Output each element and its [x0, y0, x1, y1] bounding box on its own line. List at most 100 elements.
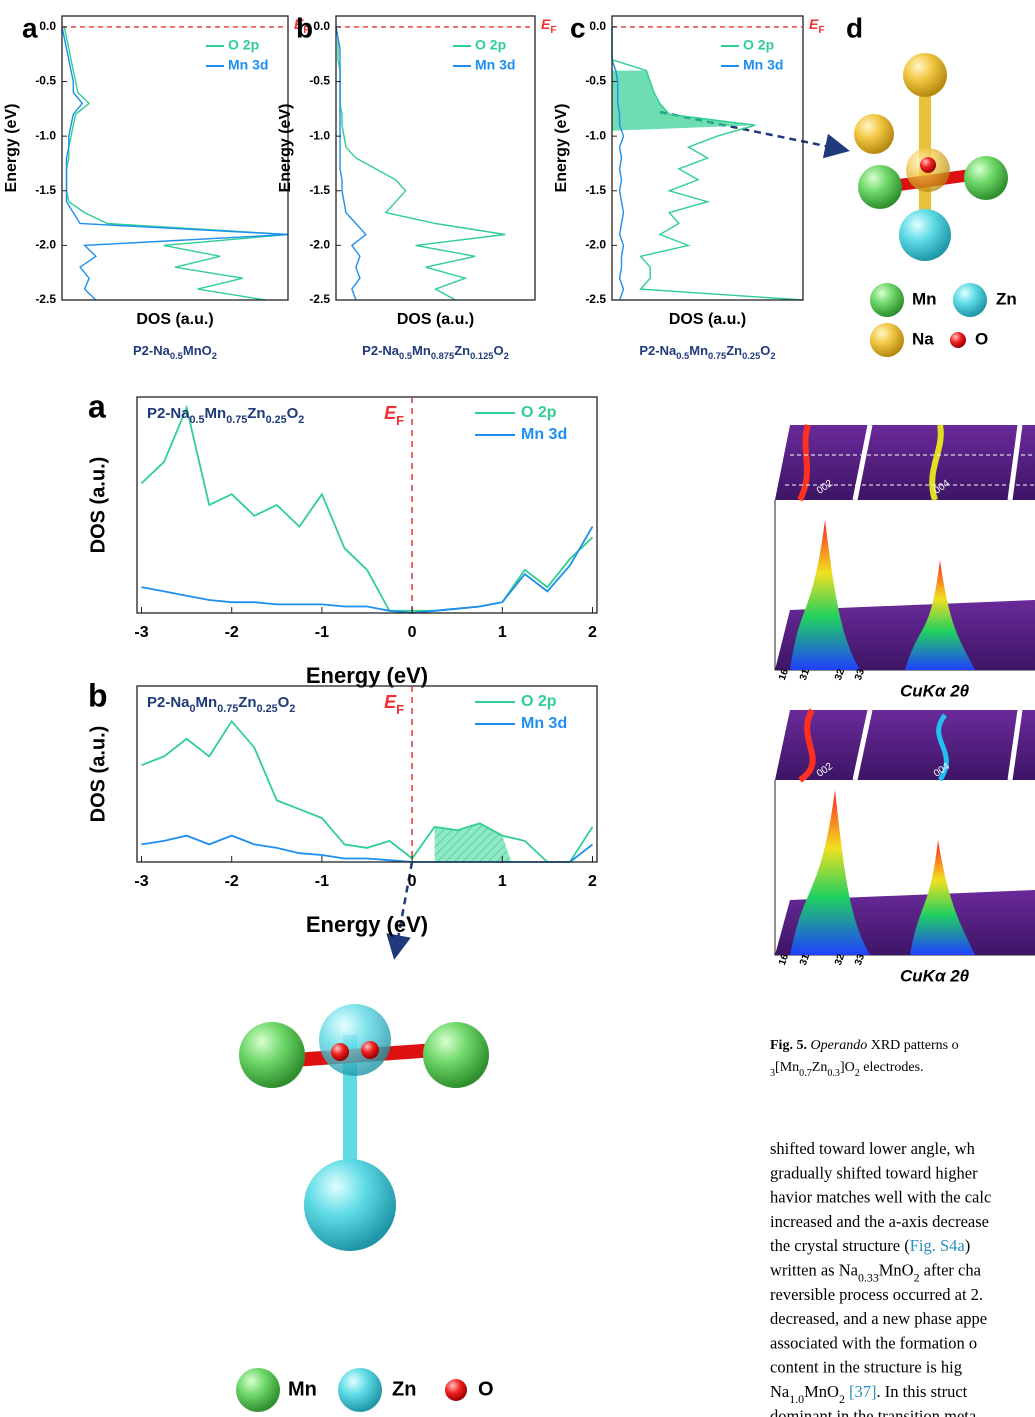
text-run: ) [965, 1236, 971, 1255]
panel-label: c [570, 12, 586, 43]
legend-label: Mn [912, 289, 937, 308]
body-line: Na1.0MnO2 [37]. In this struct [770, 1382, 968, 1406]
y-tick-label: -2.5 [35, 292, 56, 306]
axis-tick-label: 32 [833, 667, 847, 682]
text-run: F [303, 25, 309, 36]
text-run: 0.25 [742, 351, 760, 361]
x-tick-label: -2 [225, 624, 239, 641]
legend-label: Zn [392, 1378, 416, 1400]
text-run: Mn [196, 694, 218, 711]
x-tick-label: 0 [408, 624, 417, 641]
text-run: 0.25 [266, 414, 287, 426]
y-tick-label: -2.0 [585, 238, 606, 252]
text-run: 3 [770, 1068, 775, 1079]
text-run: 2 [298, 414, 304, 426]
caption-line: Fig. 5. Operando XRD patterns o [770, 1038, 959, 1053]
text-run: Operando [810, 1038, 867, 1053]
xrd-gap [1007, 424, 1023, 501]
fermi-label: EF [809, 16, 825, 36]
y-axis-label: Energy (eV) [553, 104, 570, 193]
text-run: Mn [412, 343, 431, 358]
panel-label: b [88, 677, 108, 713]
xrd-map [775, 710, 1035, 780]
xrd-gap [852, 709, 873, 781]
text-run: decreased, and a new phase appe [770, 1309, 987, 1328]
text-run: E [541, 16, 551, 32]
atom-mn [423, 1022, 489, 1088]
dos-line [611, 26, 625, 301]
text-run: E [384, 403, 397, 423]
text-run: E [384, 692, 397, 712]
fermi-label: EF [384, 403, 404, 428]
legend-label: Mn 3d [521, 426, 567, 443]
axis-tick-label: 31 [798, 952, 812, 967]
formula: P2-Na0.5Mn0.75Zn0.25O2 [639, 343, 775, 361]
text-run: Na [770, 1382, 790, 1401]
fermi-label: EF [294, 16, 310, 36]
legend-icon [950, 332, 966, 348]
text-run: reversible process occurred at 2. [770, 1285, 983, 1304]
body-line: havior matches well with the calc [770, 1187, 991, 1206]
text-run: O [287, 405, 299, 422]
xrd-peak [790, 790, 870, 955]
legend-label: O 2p [475, 37, 506, 53]
text-run: P2-Na [147, 694, 190, 711]
molecule-top-legend-icons [870, 283, 987, 357]
atom-o [920, 157, 936, 173]
body-line: reversible process occurred at 2. [770, 1285, 983, 1304]
x-tick-label: 1 [498, 873, 507, 890]
legend-label: O 2p [521, 693, 557, 710]
atom-na [854, 114, 894, 154]
fermi-label: EF [384, 692, 404, 717]
text-run: 0.5 [170, 351, 183, 361]
dos-line [61, 26, 289, 301]
text-run: 0 [190, 703, 196, 715]
xrd-map [775, 425, 1035, 500]
atom-zn [899, 209, 951, 261]
panel-label: b [296, 12, 313, 43]
text-run: associated with the formation o [770, 1333, 977, 1352]
text-run: electrodes. [860, 1060, 924, 1075]
text-run: 0.75 [226, 414, 247, 426]
text-run: F [550, 25, 556, 36]
text-run: dominant in the transition meta [770, 1406, 977, 1417]
text-run: P2-Na [147, 405, 190, 422]
axis-label: CuKα 2θ [900, 966, 970, 985]
text-run: increased and the a-axis decrease [770, 1212, 989, 1231]
text-run: O [760, 343, 770, 358]
body-line: written as Na0.33MnO2 after cha [770, 1260, 982, 1284]
legend-label: Mn [288, 1378, 317, 1400]
text-run: after cha [920, 1260, 982, 1279]
legend-label: Mn 3d [743, 57, 783, 73]
text-run: 0.33 [858, 1270, 879, 1284]
text-run: E [809, 16, 819, 32]
formula: P2-Na0Mn0.75Zn0.25O2 [147, 694, 295, 715]
x-tick-label: -1 [315, 624, 329, 641]
axis-tick-label: 33 [853, 952, 867, 967]
y-tick-label: -1.5 [309, 183, 330, 197]
y-tick-label: -1.5 [35, 183, 56, 197]
body-line: increased and the a-axis decrease [770, 1212, 989, 1231]
plot-frame [335, 15, 536, 301]
text-run: P2-Na [133, 343, 171, 358]
text-run: Zn [238, 694, 256, 711]
atom-mn [964, 156, 1008, 200]
text-run: 0.7 [799, 1068, 812, 1079]
y-axis-label: Energy (eV) [3, 104, 20, 193]
y-tick-label: -2.5 [585, 292, 606, 306]
y-tick-label: -0.5 [35, 74, 56, 88]
x-axis-label: DOS (a.u.) [397, 311, 474, 328]
text-run: havior matches well with the calc [770, 1187, 991, 1206]
plot-frame [136, 685, 598, 863]
atom-zn [304, 1159, 396, 1251]
x-tick-label: -2 [225, 873, 239, 890]
y-tick-label: -2.0 [309, 238, 330, 252]
text-run: Fig. 5. [770, 1038, 810, 1053]
legend-icon [870, 323, 904, 357]
legend-label: O 2p [521, 404, 557, 421]
dos-line [140, 404, 594, 612]
legend-icon [338, 1368, 382, 1412]
text-run: Zn [247, 405, 265, 422]
x-axis-label: DOS (a.u.) [136, 311, 213, 328]
